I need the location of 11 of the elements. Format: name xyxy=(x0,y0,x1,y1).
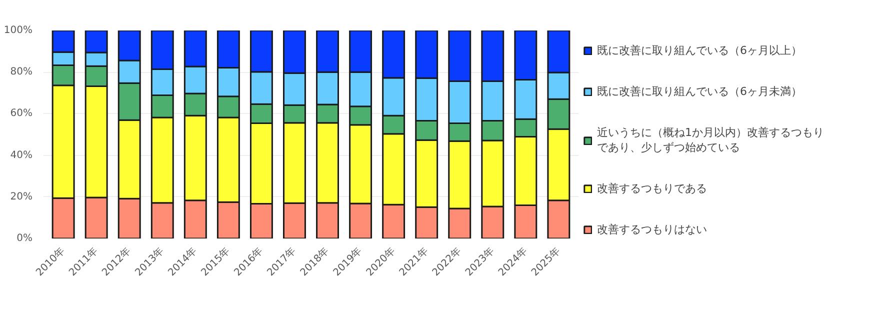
legend-label: 既に改善に取り組んでいる（6ヶ月以上） xyxy=(597,43,802,58)
y-tick-label: 20% xyxy=(10,191,33,202)
y-tick-label: 80% xyxy=(10,66,33,78)
legend-label: 改善するつもりはない xyxy=(597,222,707,237)
y-tick-label: 100% xyxy=(4,25,33,36)
legend-label: 改善するつもりである xyxy=(597,181,707,196)
y-tick-label: 0% xyxy=(16,233,33,244)
y-tick-label: 60% xyxy=(10,108,33,120)
legend-label: 既に改善に取り組んでいる（6ヶ月未満） xyxy=(597,84,802,99)
legend-label: 近いうちに（概ね1か月以内）改善するつもりであり、少しずつ始めている xyxy=(597,125,824,155)
y-tick-label: 40% xyxy=(10,150,33,161)
